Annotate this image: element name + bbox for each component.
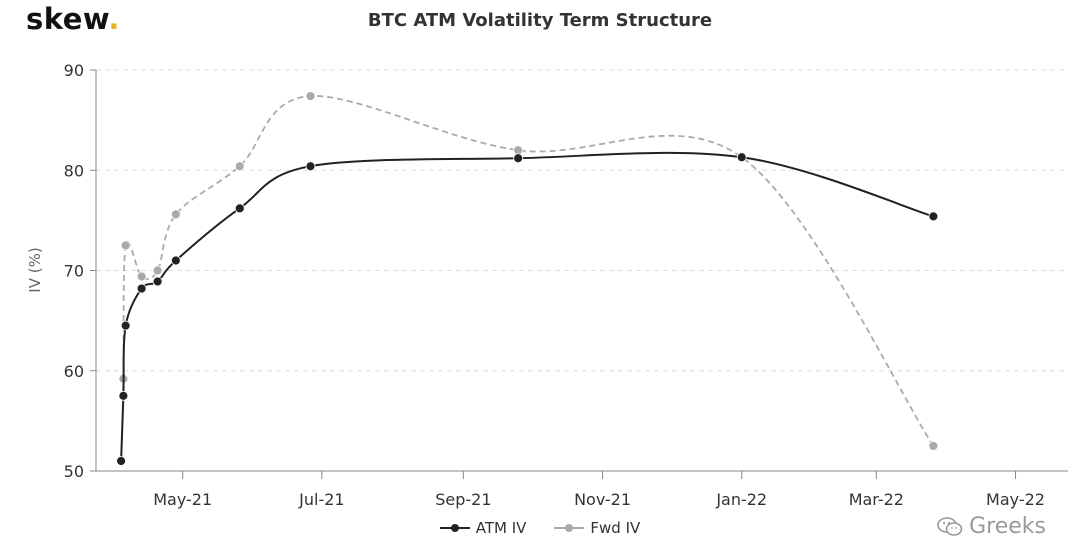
x-tick-label: Nov-21 xyxy=(574,490,631,509)
atm-iv-point[interactable] xyxy=(118,390,129,401)
atm-iv-point[interactable] xyxy=(736,152,747,163)
legend-swatch-atm xyxy=(439,522,470,534)
fwd-iv-point[interactable] xyxy=(234,161,245,172)
legend-label-atm: ATM IV xyxy=(475,519,527,537)
fwd-iv-point[interactable] xyxy=(170,209,181,220)
fwd-iv-point[interactable] xyxy=(136,271,147,282)
axes: 50 60 70 80 90 May-21 Jul-21 Sep-21 Nov-21 Jan-22… xyxy=(64,61,1068,509)
skew-logo: skew. xyxy=(26,2,120,36)
fwd-iv-point[interactable] xyxy=(928,441,939,451)
y-tick-label: 60 xyxy=(64,362,84,381)
x-tick-label: Sep-21 xyxy=(435,490,491,509)
atm-iv-point[interactable] xyxy=(234,203,245,214)
atm-iv-point[interactable] xyxy=(136,283,147,294)
fwd-iv-point[interactable] xyxy=(305,91,316,101)
atm-iv-point[interactable] xyxy=(152,276,163,287)
y-tick-label: 50 xyxy=(64,462,84,481)
x-tick-label: Jan-22 xyxy=(715,490,767,509)
x-tick-label: May-22 xyxy=(986,490,1045,509)
chart-legend: ATM IV Fwd IV xyxy=(0,519,1080,537)
y-tick-label: 80 xyxy=(64,161,84,180)
fwd-iv-point[interactable] xyxy=(120,240,131,251)
legend-swatch-fwd xyxy=(554,522,585,534)
y-tick-label: 70 xyxy=(64,262,84,281)
atm-iv-point[interactable] xyxy=(305,161,316,172)
x-tick-label: Mar-22 xyxy=(849,490,904,509)
fwd-iv-point[interactable] xyxy=(152,265,163,276)
legend-label-fwd: Fwd IV xyxy=(590,519,641,537)
grid-lines xyxy=(96,69,1068,372)
atm-iv-point[interactable] xyxy=(120,320,131,331)
logo-dot: . xyxy=(108,2,120,36)
y-axis-label: IV (%) xyxy=(26,247,44,292)
atm-iv-point[interactable] xyxy=(928,211,939,222)
x-tick-label: Jul-21 xyxy=(298,490,344,509)
wechat-icon xyxy=(937,516,963,536)
y-tick-label: 90 xyxy=(64,61,84,80)
atm-iv-point[interactable] xyxy=(513,153,524,164)
chart-title: BTC ATM Volatility Term Structure xyxy=(367,10,713,31)
x-tick-label: May-21 xyxy=(153,490,212,509)
fwd-iv-line xyxy=(120,95,935,462)
watermark-text: Greeks xyxy=(969,514,1046,539)
logo-text: skew xyxy=(26,2,109,36)
atm-iv-point[interactable] xyxy=(116,456,126,466)
atm-iv-point[interactable] xyxy=(170,255,181,266)
legend-item-atm[interactable]: ATM IV xyxy=(439,519,527,537)
series-layer xyxy=(116,91,939,466)
watermark: Greeks xyxy=(937,514,1046,539)
atm-iv-line xyxy=(120,151,934,462)
legend-item-fwd[interactable]: Fwd IV xyxy=(554,519,640,537)
